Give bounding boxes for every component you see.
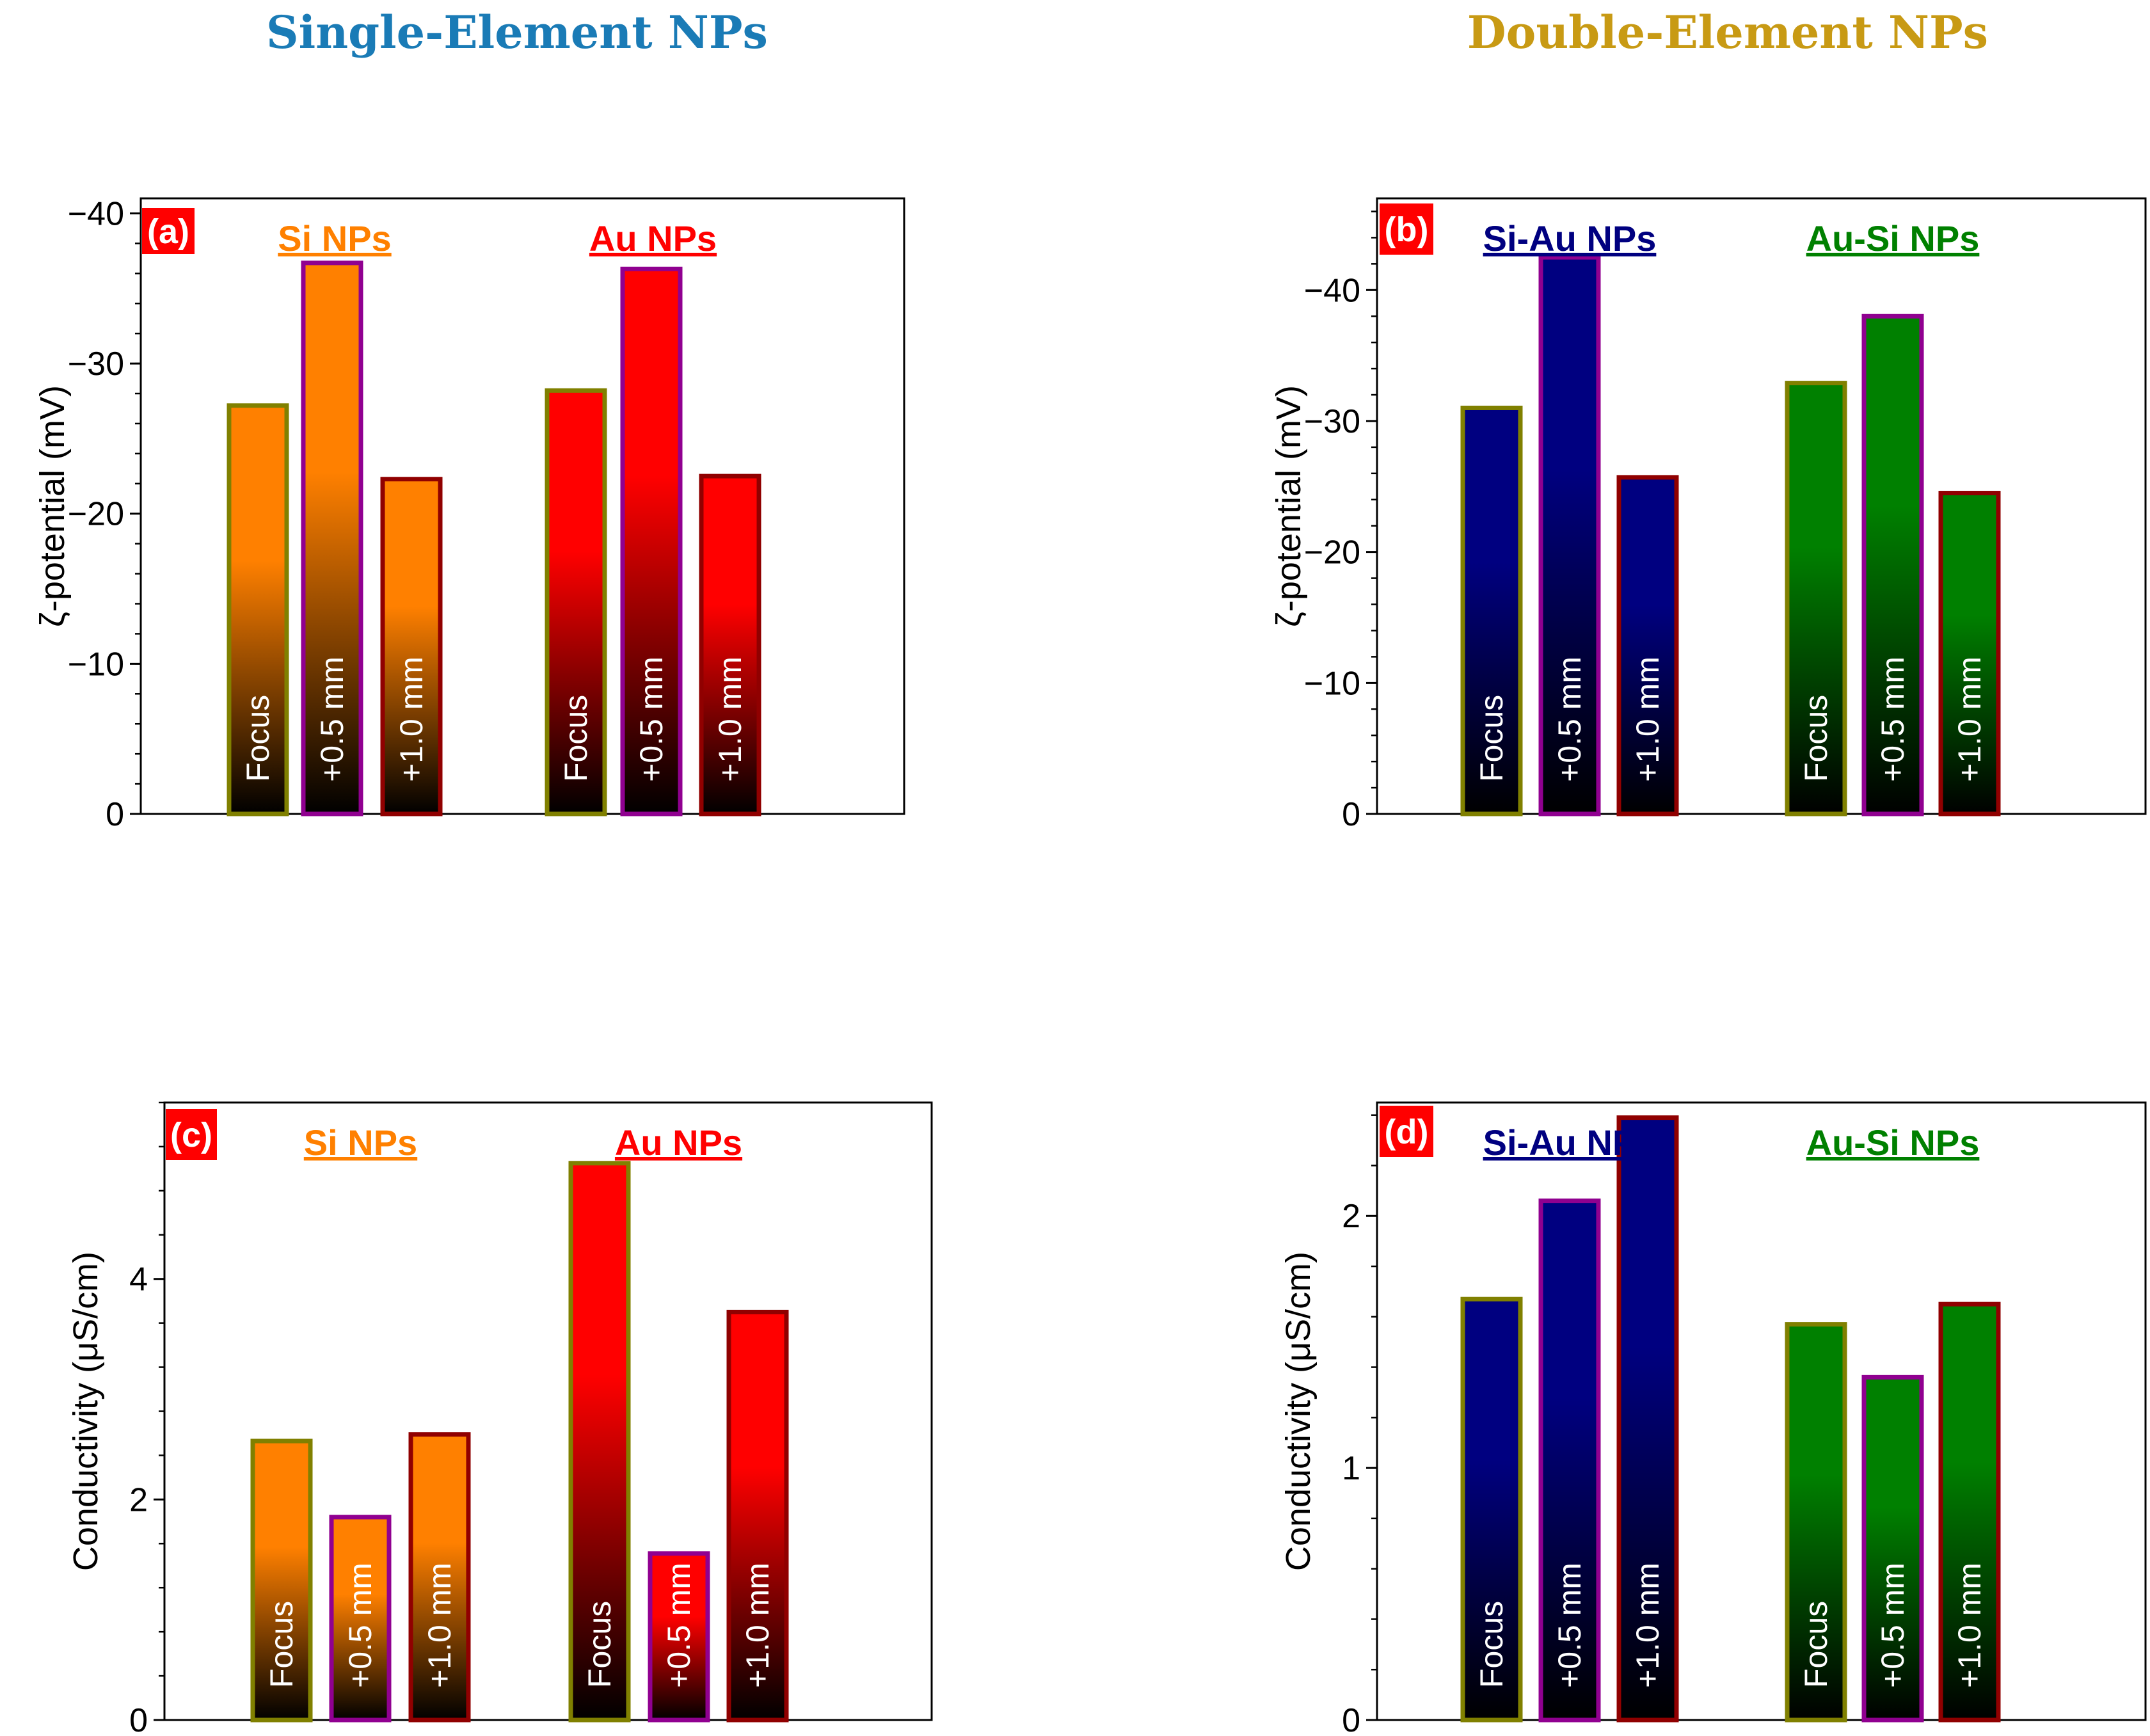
bar-label: +1.0 mm [712, 657, 748, 782]
bar-label: +1.0 mm [1952, 1563, 1987, 1688]
bar-au-si-nps-2 [1938, 491, 2001, 816]
panel-label-box [166, 1109, 217, 1160]
group-title: Au-Si NPs [1806, 1122, 1980, 1163]
panel-label: (a) [147, 212, 189, 251]
bar-label: +1.0 mm [422, 1563, 458, 1688]
y-tick-label: −40 [68, 195, 124, 232]
bar-label: Focus [582, 1601, 617, 1688]
panel-a: 0 −10 −20 −30 −40 ζ-potential (mV) Focus +0.5 m… [33, 195, 905, 833]
bar-label: +1.0 mm [1630, 657, 1666, 782]
bar-au-si-nps-0 [1785, 1322, 1847, 1723]
y-tick-label: 1 [1342, 1450, 1360, 1487]
group-title: Si-Au NPs [1483, 1122, 1657, 1163]
bar-au-si-nps-1 [1861, 314, 1924, 816]
panel-label: (d) [1385, 1113, 1429, 1151]
panel-label-box [1380, 1106, 1433, 1157]
y-tick-label: −30 [68, 346, 124, 383]
bar-label: +0.5 mm [1552, 657, 1588, 782]
bar-au-nps-1 [620, 266, 683, 816]
bar-label: +0.5 mm [342, 1563, 378, 1688]
plot-frame [1376, 1101, 2147, 1721]
bar-label: Focus [1474, 695, 1509, 782]
plot-frame [1376, 197, 2147, 815]
bar-si-nps-1 [329, 1515, 392, 1723]
bar-label: +1.0 mm [1630, 1563, 1666, 1688]
bar-label: Focus [558, 695, 594, 782]
plot-frame [139, 197, 905, 815]
bar-label: +0.5 mm [633, 657, 669, 782]
group-title: Si-Au NPs [1483, 218, 1657, 259]
header-single-element: Single-Element NPs [266, 6, 768, 59]
bar-label: Focus [264, 1601, 299, 1688]
bar-au-si-nps-1 [1861, 1374, 1924, 1723]
y-tick-label: 2 [1342, 1198, 1360, 1235]
bar-label: Focus [1798, 695, 1834, 782]
bar-si-nps-0 [227, 403, 289, 816]
bar-label: +0.5 mm [661, 1563, 697, 1688]
bar-au-nps-2 [699, 474, 761, 816]
panel-label: (c) [170, 1116, 212, 1154]
y-tick-label: 0 [129, 1702, 148, 1736]
bar-label: +1.0 mm [1952, 657, 1987, 782]
bar-label: +0.5 mm [1875, 657, 1911, 782]
group-title: Au NPs [615, 1122, 742, 1163]
bar-label: Focus [240, 695, 276, 782]
bar-label: +0.5 mm [1552, 1563, 1588, 1688]
y-tick-label: −40 [1304, 272, 1360, 309]
bar-au-nps-1 [648, 1551, 710, 1723]
header-double-element: Double-Element NPs [1467, 6, 1988, 59]
bar-au-nps-0 [568, 1161, 631, 1723]
bar-si-nps-2 [380, 477, 443, 816]
y-tick-label: −10 [68, 646, 124, 683]
bar-label: +1.0 mm [394, 657, 429, 782]
bar-au-si-nps-0 [1785, 381, 1847, 816]
panel-label-box [1380, 203, 1433, 255]
bar-si-nps-2 [408, 1432, 471, 1723]
panel-b: 0 −10 −20 −30 −40 ζ-potential (mV) Focus +0.5 m… [1270, 197, 2147, 833]
bar-si-nps-0 [250, 1438, 313, 1723]
bar-si-au-nps-1 [1538, 1198, 1601, 1723]
bar-label: +1.0 mm [740, 1563, 776, 1688]
y-axis-label: ζ-potential (mV) [1270, 385, 1308, 627]
y-tick-label: −20 [68, 496, 124, 533]
group-title: Au-Si NPs [1806, 218, 1980, 259]
bar-au-si-nps-2 [1938, 1302, 2001, 1723]
bar-si-au-nps-1 [1538, 255, 1601, 816]
group-title: Si NPs [304, 1122, 417, 1163]
y-tick-label: −30 [1304, 403, 1360, 440]
y-tick-label: −20 [1304, 534, 1360, 571]
bar-au-nps-0 [545, 388, 607, 816]
panel-label-box [142, 208, 195, 254]
panel-c: 0 2 4 Conductivity (μS/cm) Focus +0.5 mm +1.0 … [67, 1101, 933, 1736]
bar-label: Focus [1474, 1601, 1509, 1688]
y-tick-label: 0 [106, 796, 124, 833]
y-axis-label: ζ-potential (mV) [33, 385, 72, 627]
y-tick-label: 0 [1342, 796, 1360, 833]
group-title: Si NPs [278, 218, 391, 259]
y-tick-label: 2 [129, 1481, 148, 1518]
group-title: Au NPs [589, 218, 717, 259]
panel-label: (b) [1385, 211, 1429, 249]
bar-si-nps-1 [301, 260, 363, 816]
bar-label: +0.5 mm [314, 657, 350, 782]
bar-label: Focus [1798, 1601, 1834, 1688]
bar-si-au-nps-0 [1460, 1296, 1523, 1723]
y-tick-label: 4 [129, 1261, 148, 1298]
bar-au-nps-2 [726, 1309, 789, 1723]
y-tick-label: 0 [1342, 1702, 1360, 1736]
bar-si-au-nps-0 [1460, 405, 1523, 816]
panel-d: 0 1 2 Conductivity (μS/cm) Focus +0.5 mm +1.0 … [1279, 1101, 2147, 1736]
bar-si-au-nps-2 [1616, 1115, 1679, 1723]
bar-si-au-nps-2 [1616, 475, 1679, 816]
bar-label: +0.5 mm [1875, 1563, 1911, 1688]
y-axis-label: Conductivity (μS/cm) [67, 1252, 105, 1571]
y-tick-label: −10 [1304, 665, 1360, 702]
y-axis-label: Conductivity (μS/cm) [1279, 1252, 1318, 1571]
